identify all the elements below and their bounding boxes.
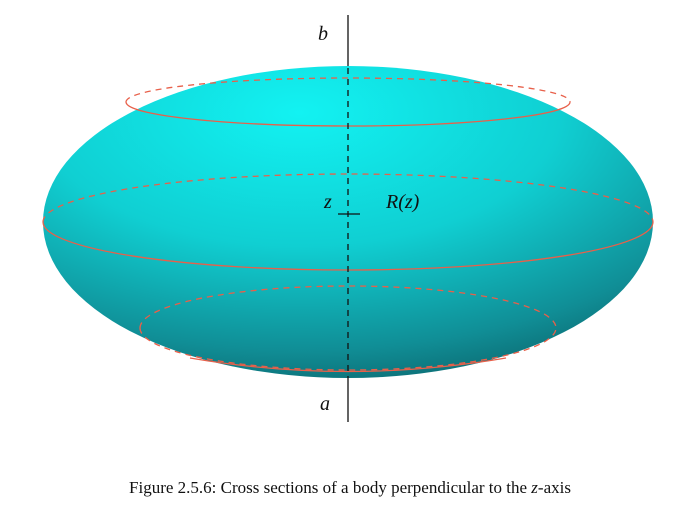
section-back xyxy=(125,77,571,103)
caption-text: -axis xyxy=(537,478,571,497)
section-back xyxy=(42,173,654,223)
diagram: b a z R(z) xyxy=(42,15,654,422)
caption: Figure 2.5.6: Cross sections of a body p… xyxy=(0,478,700,498)
caption-variable: z xyxy=(531,478,538,497)
label-b: b xyxy=(318,23,328,45)
caption-text: Figure 2.5.6: Cross sections of a body p… xyxy=(129,478,532,497)
label-z: z xyxy=(323,191,332,213)
label-radius: R(z) xyxy=(385,191,420,213)
section-front-solid xyxy=(189,357,507,373)
label-a: a xyxy=(320,393,330,415)
